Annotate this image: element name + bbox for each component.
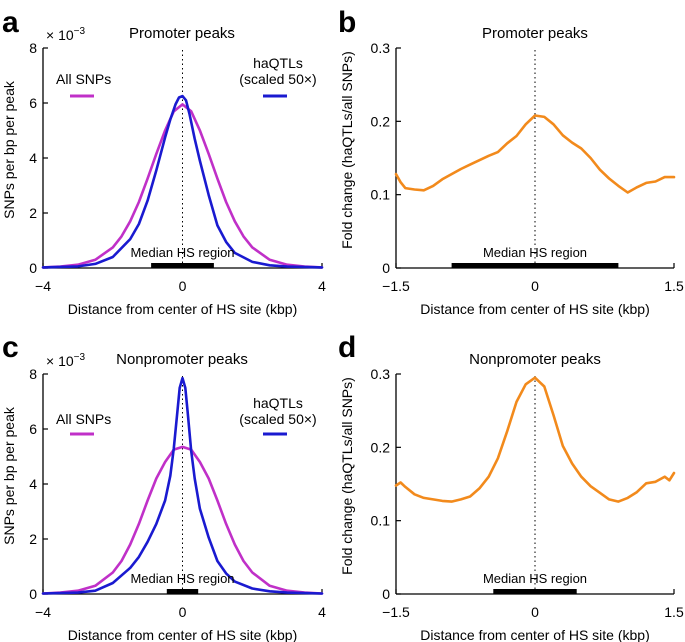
legend-label-all-snps: All SNPs (56, 71, 111, 87)
series-line-all (41, 103, 324, 269)
series-line-fold-change (394, 376, 676, 503)
x-tick-label: 0 (179, 278, 187, 294)
x-tick-label: 1.5 (664, 604, 684, 620)
y-tick-label: 8 (29, 40, 37, 56)
y-tick-label: 6 (29, 421, 37, 437)
y-multiplier: × 10−3 (46, 26, 85, 43)
y-tick-label: 0.1 (371, 513, 391, 529)
panel-d: d Nonpromoter peaks 0 0.1 0.2 0.3 −1.5 0 1.5 Dist… (338, 331, 684, 642)
panel-b: b Promoter peaks 0 0.1 0.2 0.3 −1.5 0 1.5 Distanc… (338, 6, 684, 317)
y-tick-label: 0 (29, 260, 37, 276)
y-tick-label: 0.2 (371, 113, 391, 129)
y-tick-label: 0.1 (371, 187, 391, 203)
median-hs-region-label: Median HS region (130, 571, 234, 586)
series-line-haqtls (41, 376, 324, 595)
x-tick-label: 0 (531, 604, 539, 620)
y-axis-label: Fold change (haQTLs/all SNPs) (339, 377, 355, 575)
median-hs-region-label: Median HS region (483, 245, 587, 260)
y-tick-label: 0 (382, 586, 390, 602)
x-axis-label: Distance from center of HS site (kbp) (68, 301, 298, 317)
legend-label-all-snps: All SNPs (56, 411, 111, 427)
panel-label: d (338, 331, 356, 364)
x-tick-label: 4 (318, 278, 326, 294)
y-tick-label: 0.2 (371, 439, 391, 455)
y-tick-label: 8 (29, 366, 37, 382)
y-tick-label: 2 (29, 205, 37, 221)
median-hs-region-label: Median HS region (130, 245, 234, 260)
y-tick-label: 0 (29, 586, 37, 602)
legend: All SNPs haQTLs(scaled 50×) (56, 55, 317, 98)
legend-label-haqtls-scaled: (scaled 50×) (239, 71, 316, 87)
x-axis-label: Distance from center of HS site (kbp) (420, 301, 650, 317)
legend-label-haqtls-scaled: (scaled 50×) (239, 411, 316, 427)
chart-title: Nonpromoter peaks (469, 351, 601, 368)
x-tick-label: 0 (179, 604, 187, 620)
y-tick-label: 0.3 (371, 366, 391, 382)
x-tick-label: 4 (318, 604, 326, 620)
median-hs-region-label: Median HS region (483, 571, 587, 586)
panel-c: c Nonpromoter peaks 0 2 4 6 8 −4 0 4 Distance from… (1, 331, 326, 642)
x-tick-label: −4 (35, 604, 51, 620)
y-tick-label: 0 (382, 260, 390, 276)
legend: All SNPs haQTLs(scaled 50×) (56, 395, 317, 436)
legend-label-haqtls: haQTLs (253, 55, 303, 71)
legend-label-haqtls: haQTLs (253, 395, 303, 411)
y-multiplier: × 10−3 (46, 352, 85, 369)
y-tick-label: 6 (29, 95, 37, 111)
y-axis-label: SNPs per bp per peak (1, 80, 17, 219)
panel-label: c (2, 331, 19, 364)
y-tick-label: 4 (29, 150, 37, 166)
series-line-haqtls (41, 94, 324, 269)
series-line-fold-change (394, 114, 676, 194)
y-tick-label: 2 (29, 531, 37, 547)
y-axis-label: SNPs per bp per peak (1, 406, 17, 545)
chart-title: Nonpromoter peaks (116, 351, 248, 368)
series-line-all (41, 445, 324, 595)
panel-label: a (2, 6, 19, 39)
chart-title: Promoter peaks (129, 25, 235, 42)
x-axis-label: Distance from center of HS site (kbp) (68, 627, 298, 642)
y-tick-label: 0.3 (371, 40, 391, 56)
chart-title: Promoter peaks (482, 25, 588, 42)
x-tick-label: −4 (35, 278, 51, 294)
x-tick-label: 0 (531, 278, 539, 294)
x-axis-label: Distance from center of HS site (kbp) (420, 627, 650, 642)
y-axis-label: Fold change (haQTLs/all SNPs) (339, 51, 355, 249)
x-tick-label: −1.5 (382, 604, 410, 620)
x-tick-label: 1.5 (664, 278, 684, 294)
panel-label: b (338, 6, 356, 39)
x-tick-label: −1.5 (382, 278, 410, 294)
y-tick-label: 4 (29, 476, 37, 492)
panel-a: a Promoter peaks 0 2 4 6 8 −4 0 4 Distance from ce… (1, 6, 326, 317)
